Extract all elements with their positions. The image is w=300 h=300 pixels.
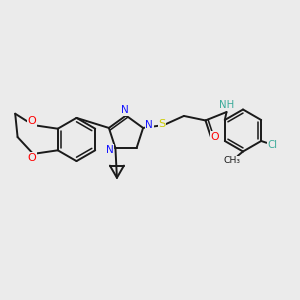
Text: N: N [106, 145, 114, 154]
Text: NH: NH [219, 100, 234, 110]
Text: O: O [28, 152, 36, 163]
Text: S: S [158, 119, 165, 129]
Text: O: O [28, 116, 36, 127]
Text: N: N [145, 120, 153, 130]
Text: CH₃: CH₃ [223, 156, 240, 165]
Text: N: N [121, 105, 129, 115]
Text: Cl: Cl [267, 140, 277, 150]
Text: O: O [211, 132, 219, 142]
